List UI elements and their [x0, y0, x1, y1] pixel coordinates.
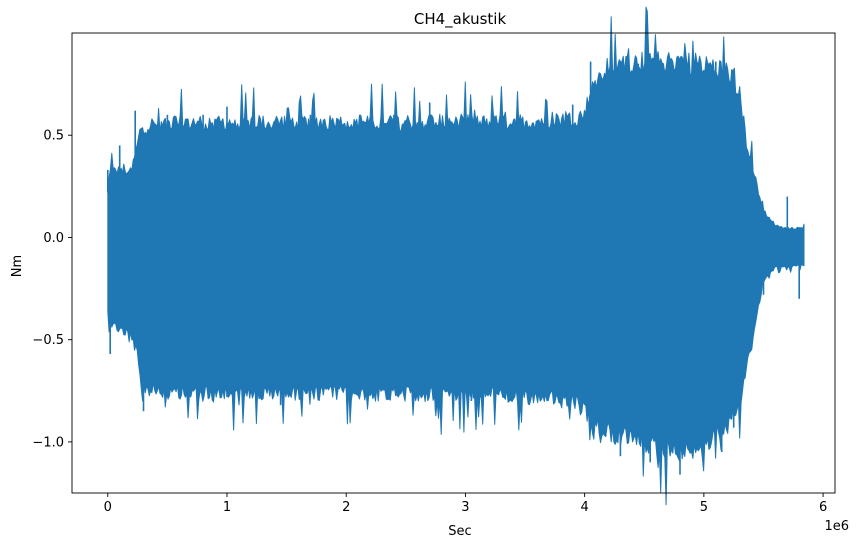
x-tick-label: 1: [223, 500, 231, 515]
x-tick-label: 0: [104, 500, 112, 515]
y-tick-label: 0.0: [43, 231, 64, 246]
y-axis-title: Nm: [10, 255, 25, 277]
signal-band: [107, 6, 805, 506]
x-axis-offset-label: 1e6: [824, 519, 849, 534]
y-axis: −1.0 −0.5 0.0 0.5: [32, 129, 72, 450]
x-axis-title: Sec: [448, 524, 471, 539]
x-axis: 0 1 2 3 4 5 6: [104, 493, 827, 515]
chart-title: CH4_akustik: [414, 10, 507, 29]
x-tick-label: 2: [342, 500, 350, 515]
x-tick-label: 5: [700, 500, 708, 515]
x-tick-label: 3: [461, 500, 469, 515]
x-tick-label: 4: [581, 500, 589, 515]
y-tick-label: 0.5: [43, 129, 64, 144]
y-tick-label: −1.0: [32, 435, 64, 450]
plot-frame: [71, 32, 836, 494]
y-tick-label: −0.5: [32, 333, 64, 348]
x-tick-label: 6: [819, 500, 827, 515]
plot-area: [71, 6, 836, 506]
